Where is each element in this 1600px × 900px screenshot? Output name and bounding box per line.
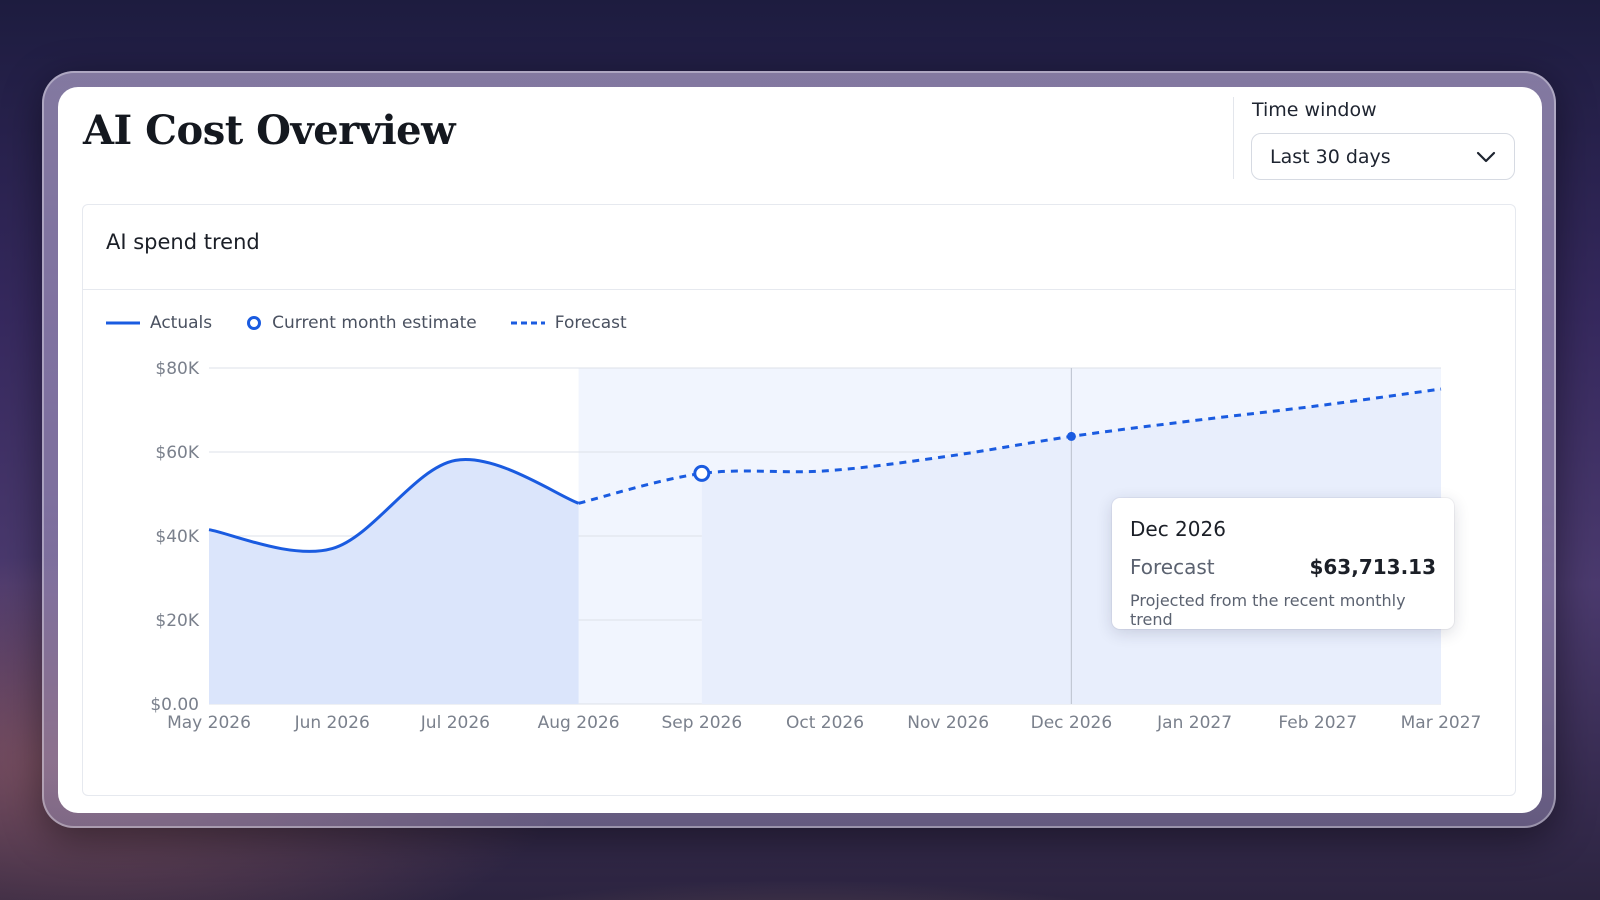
legend-actuals-label: Actuals xyxy=(150,313,213,333)
tooltip-value: $63,713.13 xyxy=(1309,555,1436,579)
dashboard-card: AI Cost Overview Time window Last 30 day… xyxy=(58,87,1542,813)
y-axis-tick-label: $0.00 xyxy=(150,695,199,715)
y-axis-tick-label: $80K xyxy=(155,359,199,379)
y-axis-tick-label: $60K xyxy=(155,443,199,463)
x-axis-tick-label: Mar 2027 xyxy=(1401,713,1482,733)
tooltip-note: Projected from the recent monthly trend xyxy=(1130,591,1406,629)
legend-estimate-label: Current month estimate xyxy=(272,313,477,333)
x-axis-tick-label: Sep 2026 xyxy=(661,713,742,733)
legend-forecast[interactable]: Forecast xyxy=(510,313,627,333)
x-axis-tick-label: Jun 2026 xyxy=(294,713,370,733)
x-axis-tick-label: Feb 2027 xyxy=(1278,713,1357,733)
time-window-value: Last 30 days xyxy=(1270,145,1391,168)
page-title: AI Cost Overview xyxy=(83,107,456,154)
time-window-select[interactable]: Last 30 days xyxy=(1251,133,1515,180)
legend-estimate[interactable]: Current month estimate xyxy=(246,313,477,333)
tooltip-label: Forecast xyxy=(1130,555,1215,579)
spend-trend-panel: $0.00 $20K $40K $60K $80K May 2026 Jun 2026 Jul… xyxy=(82,204,1516,796)
x-axis-tick-label: Jul 2026 xyxy=(420,713,490,733)
tooltip-row: Forecast $63,713.13 xyxy=(1130,555,1436,579)
current-month-estimate-marker xyxy=(693,464,711,482)
circle-marker-icon xyxy=(247,316,262,330)
chart-tooltip: Dec 2026 Forecast $63,713.13 Projected f… xyxy=(1112,498,1454,629)
highlight-point xyxy=(1066,431,1076,441)
legend-actuals[interactable]: Actuals xyxy=(106,313,212,333)
header-divider xyxy=(1233,97,1234,179)
time-window-label: Time window xyxy=(1252,99,1377,121)
y-axis-tick-label: $40K xyxy=(155,527,199,547)
x-axis-tick-label: Jan 2027 xyxy=(1156,713,1232,733)
forecast-line xyxy=(578,387,1442,505)
actuals-area xyxy=(209,459,579,704)
actuals-line xyxy=(208,458,580,553)
x-axis-tick-label: Aug 2026 xyxy=(538,713,620,733)
legend-forecast-label: Forecast xyxy=(554,313,627,333)
x-axis-tick-label: Dec 2026 xyxy=(1031,713,1113,733)
y-axis-tick-label: $20K xyxy=(155,611,199,631)
x-axis-tick-label: Oct 2026 xyxy=(786,713,864,733)
panel-divider xyxy=(83,289,1515,290)
panel-title: AI spend trend xyxy=(106,230,260,254)
dashed-line-icon xyxy=(510,321,545,325)
chart-legend: Actuals Current month estimate Forecast xyxy=(106,313,661,333)
x-axis-tick-label: May 2026 xyxy=(167,713,251,733)
x-axis-tick-label: Nov 2026 xyxy=(907,713,989,733)
tooltip-month: Dec 2026 xyxy=(1130,517,1226,541)
chevron-down-icon xyxy=(1476,151,1496,162)
solid-line-icon xyxy=(106,321,140,325)
